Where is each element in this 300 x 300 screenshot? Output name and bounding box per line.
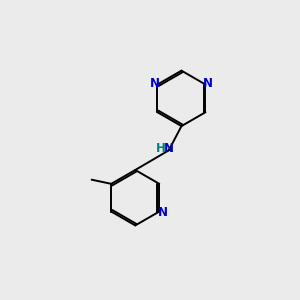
Text: H: H [156,142,166,155]
Text: N: N [158,206,167,219]
Text: N: N [164,142,174,155]
Text: N: N [150,77,160,90]
Text: N: N [203,77,213,90]
